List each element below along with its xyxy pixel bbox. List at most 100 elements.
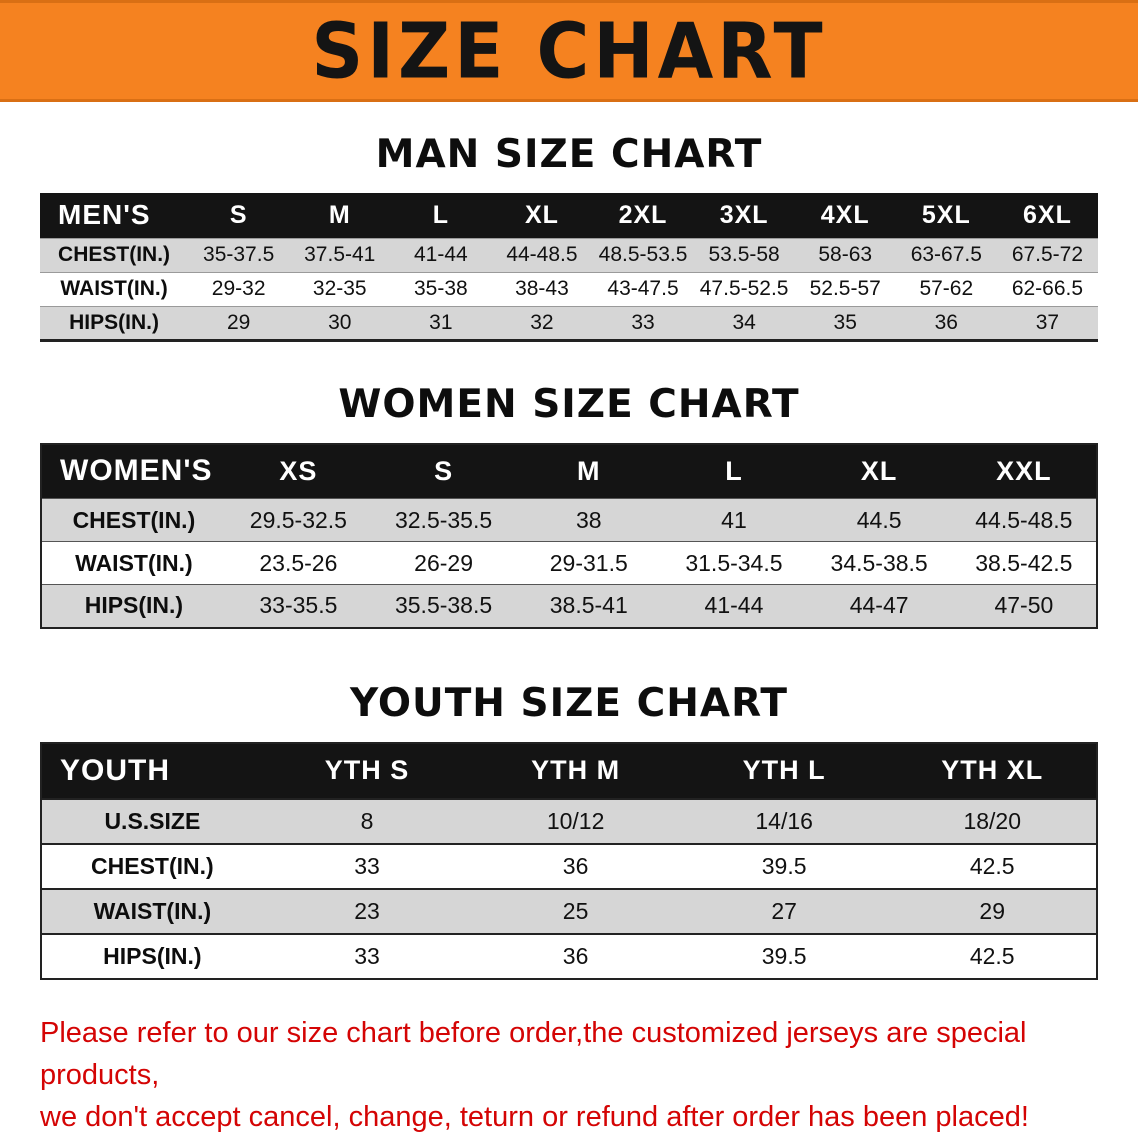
size-header-cell: S [370,443,517,499]
row-label: U.S.SIZE [104,807,201,834]
size-header-cell: XL [491,193,593,238]
cell: 23 [354,897,380,924]
women-header-label: WOMEN'S [41,443,226,499]
row-label: WAIST(IN.) [75,549,193,576]
men-waist-row: WAIST(IN.) 29-32 32-35 35-38 38-43 43-47… [40,272,1098,306]
cell: 29 [979,897,1006,924]
size-header-cell: YTH M [471,742,680,799]
size-header-cell: 2XL [592,193,694,238]
cell: 38 [575,506,602,533]
cell: 44-47 [849,592,909,619]
cell: 62-66.5 [1011,277,1084,300]
cell: 47.5-52.5 [699,277,789,300]
cell: 33 [354,852,380,879]
cell: 52.5-57 [809,277,881,300]
cell: 32.5-35.5 [394,506,493,533]
cell: 57-62 [919,277,974,300]
cell: 42.5 [969,942,1015,969]
cell: 58-63 [818,243,873,266]
cell: 67.5-72 [1011,243,1084,266]
cell: 31.5-34.5 [685,549,783,576]
cell: 31 [429,310,453,334]
banner: SIZE CHART [0,0,1138,102]
cell: 23.5-26 [259,549,338,576]
cell: 18/20 [963,807,1021,834]
cell: 35.5-38.5 [394,592,493,619]
size-header-cell: 6XL [996,193,1098,238]
cell: 33 [354,942,380,969]
cell: 44.5 [856,506,902,533]
cell: 39.5 [761,942,807,969]
cell: 30 [328,310,352,334]
men-chest-row: CHEST(IN.) 35-37.5 37.5-41 41-44 44-48.5… [40,238,1098,272]
cell: 41 [721,506,747,533]
man-size-heading: MAN SIZE CHART [375,132,763,177]
cell: 32 [530,310,554,334]
cell: 29-31.5 [549,549,628,576]
row-label: CHEST(IN.) [58,243,171,266]
cell: 25 [562,897,589,924]
women-size-table: WOMEN'S XS S M L XL XXL CHEST(IN.) 29.5-… [40,442,1098,629]
cell: 33 [631,310,655,334]
cell: 8 [360,807,374,834]
size-header-cell: XXL [951,443,1097,499]
youth-ussize-row: U.S.SIZE 8 10/12 14/16 18/20 [41,798,1097,844]
cell: 38-43 [515,277,569,300]
cell: 35 [833,310,857,334]
man-size-table: MEN'S S M L XL 2XL 3XL 4XL 5XL 6XL CHEST… [40,193,1098,342]
cell: 36 [934,310,958,334]
youth-size-heading: YOUTH SIZE CHART [350,680,788,726]
size-header-cell: XS [225,443,371,499]
size-header-cell: S [188,193,290,238]
row-label: WAIST(IN.) [93,897,212,924]
cell: 29 [226,310,251,334]
youth-size-section: YOUTH SIZE CHART YOUTH YTH S YTH M YTH L… [0,681,1138,980]
cell: 43-47.5 [607,277,679,300]
cell: 39.5 [761,852,807,879]
cell: 27 [771,897,797,924]
cell: 29-32 [211,277,266,300]
youth-chest-row: CHEST(IN.) 33 36 39.5 42.5 [41,843,1097,889]
cell: 44-48.5 [506,243,578,266]
size-header-cell: 4XL [794,193,896,238]
cell: 34 [732,310,756,334]
size-header-cell: 5XL [895,193,997,238]
cell: 14/16 [755,807,813,834]
cell: 63-67.5 [910,243,982,266]
size-header-cell: M [516,443,662,499]
cell: 37 [1035,310,1060,334]
men-header-row: MEN'S S M L XL 2XL 3XL 4XL 5XL 6XL [40,193,1098,238]
cell: 36 [562,942,589,969]
men-hips-row: HIPS(IN.) 29 30 31 32 33 34 35 36 37 [40,306,1098,340]
footer-note: Please refer to our size chart before or… [40,1012,1138,1138]
cell: 33-35.5 [259,592,338,619]
women-waist-row: WAIST(IN.) 23.5-26 26-29 29-31.5 31.5-34… [41,541,1097,585]
cell: 34.5-38.5 [830,549,928,576]
cell: 41-44 [704,592,764,619]
men-header-label: MEN'S [40,193,189,238]
women-hips-row: HIPS(IN.) 33-35.5 35.5-38.5 38.5-41 41-4… [41,584,1097,628]
cell: 48.5-53.5 [598,243,688,266]
page-title: SIZE CHART [311,6,827,96]
note-line-2: we don't accept cancel, change, teturn o… [40,1100,1029,1133]
youth-header-row: YOUTH YTH S YTH M YTH L YTH XL [41,742,1097,799]
row-label: WAIST(IN.) [60,277,168,300]
youth-waist-row: WAIST(IN.) 23 25 27 29 [41,888,1097,934]
women-size-heading: WOMEN SIZE CHART [338,381,800,427]
man-size-section: MAN SIZE CHART MEN'S S M L XL 2XL 3XL 4X… [0,132,1138,342]
cell: 35-37.5 [203,243,275,266]
row-label: HIPS(IN.) [84,592,184,619]
row-label: HIPS(IN.) [103,942,202,969]
size-header-cell: 3XL [693,193,795,238]
cell: 44.5-48.5 [975,506,1073,533]
women-header-row: WOMEN'S XS S M L XL XXL [41,443,1097,499]
cell: 37.5-41 [304,243,376,266]
cell: 26-29 [414,549,473,576]
cell: 35-38 [413,277,468,300]
cell: 10/12 [546,807,605,834]
cell: 32-35 [312,277,367,300]
women-size-section: WOMEN SIZE CHART WOMEN'S XS S M L XL XXL… [0,382,1138,629]
row-label: CHEST(IN.) [91,852,214,879]
cell: 36 [562,852,589,879]
